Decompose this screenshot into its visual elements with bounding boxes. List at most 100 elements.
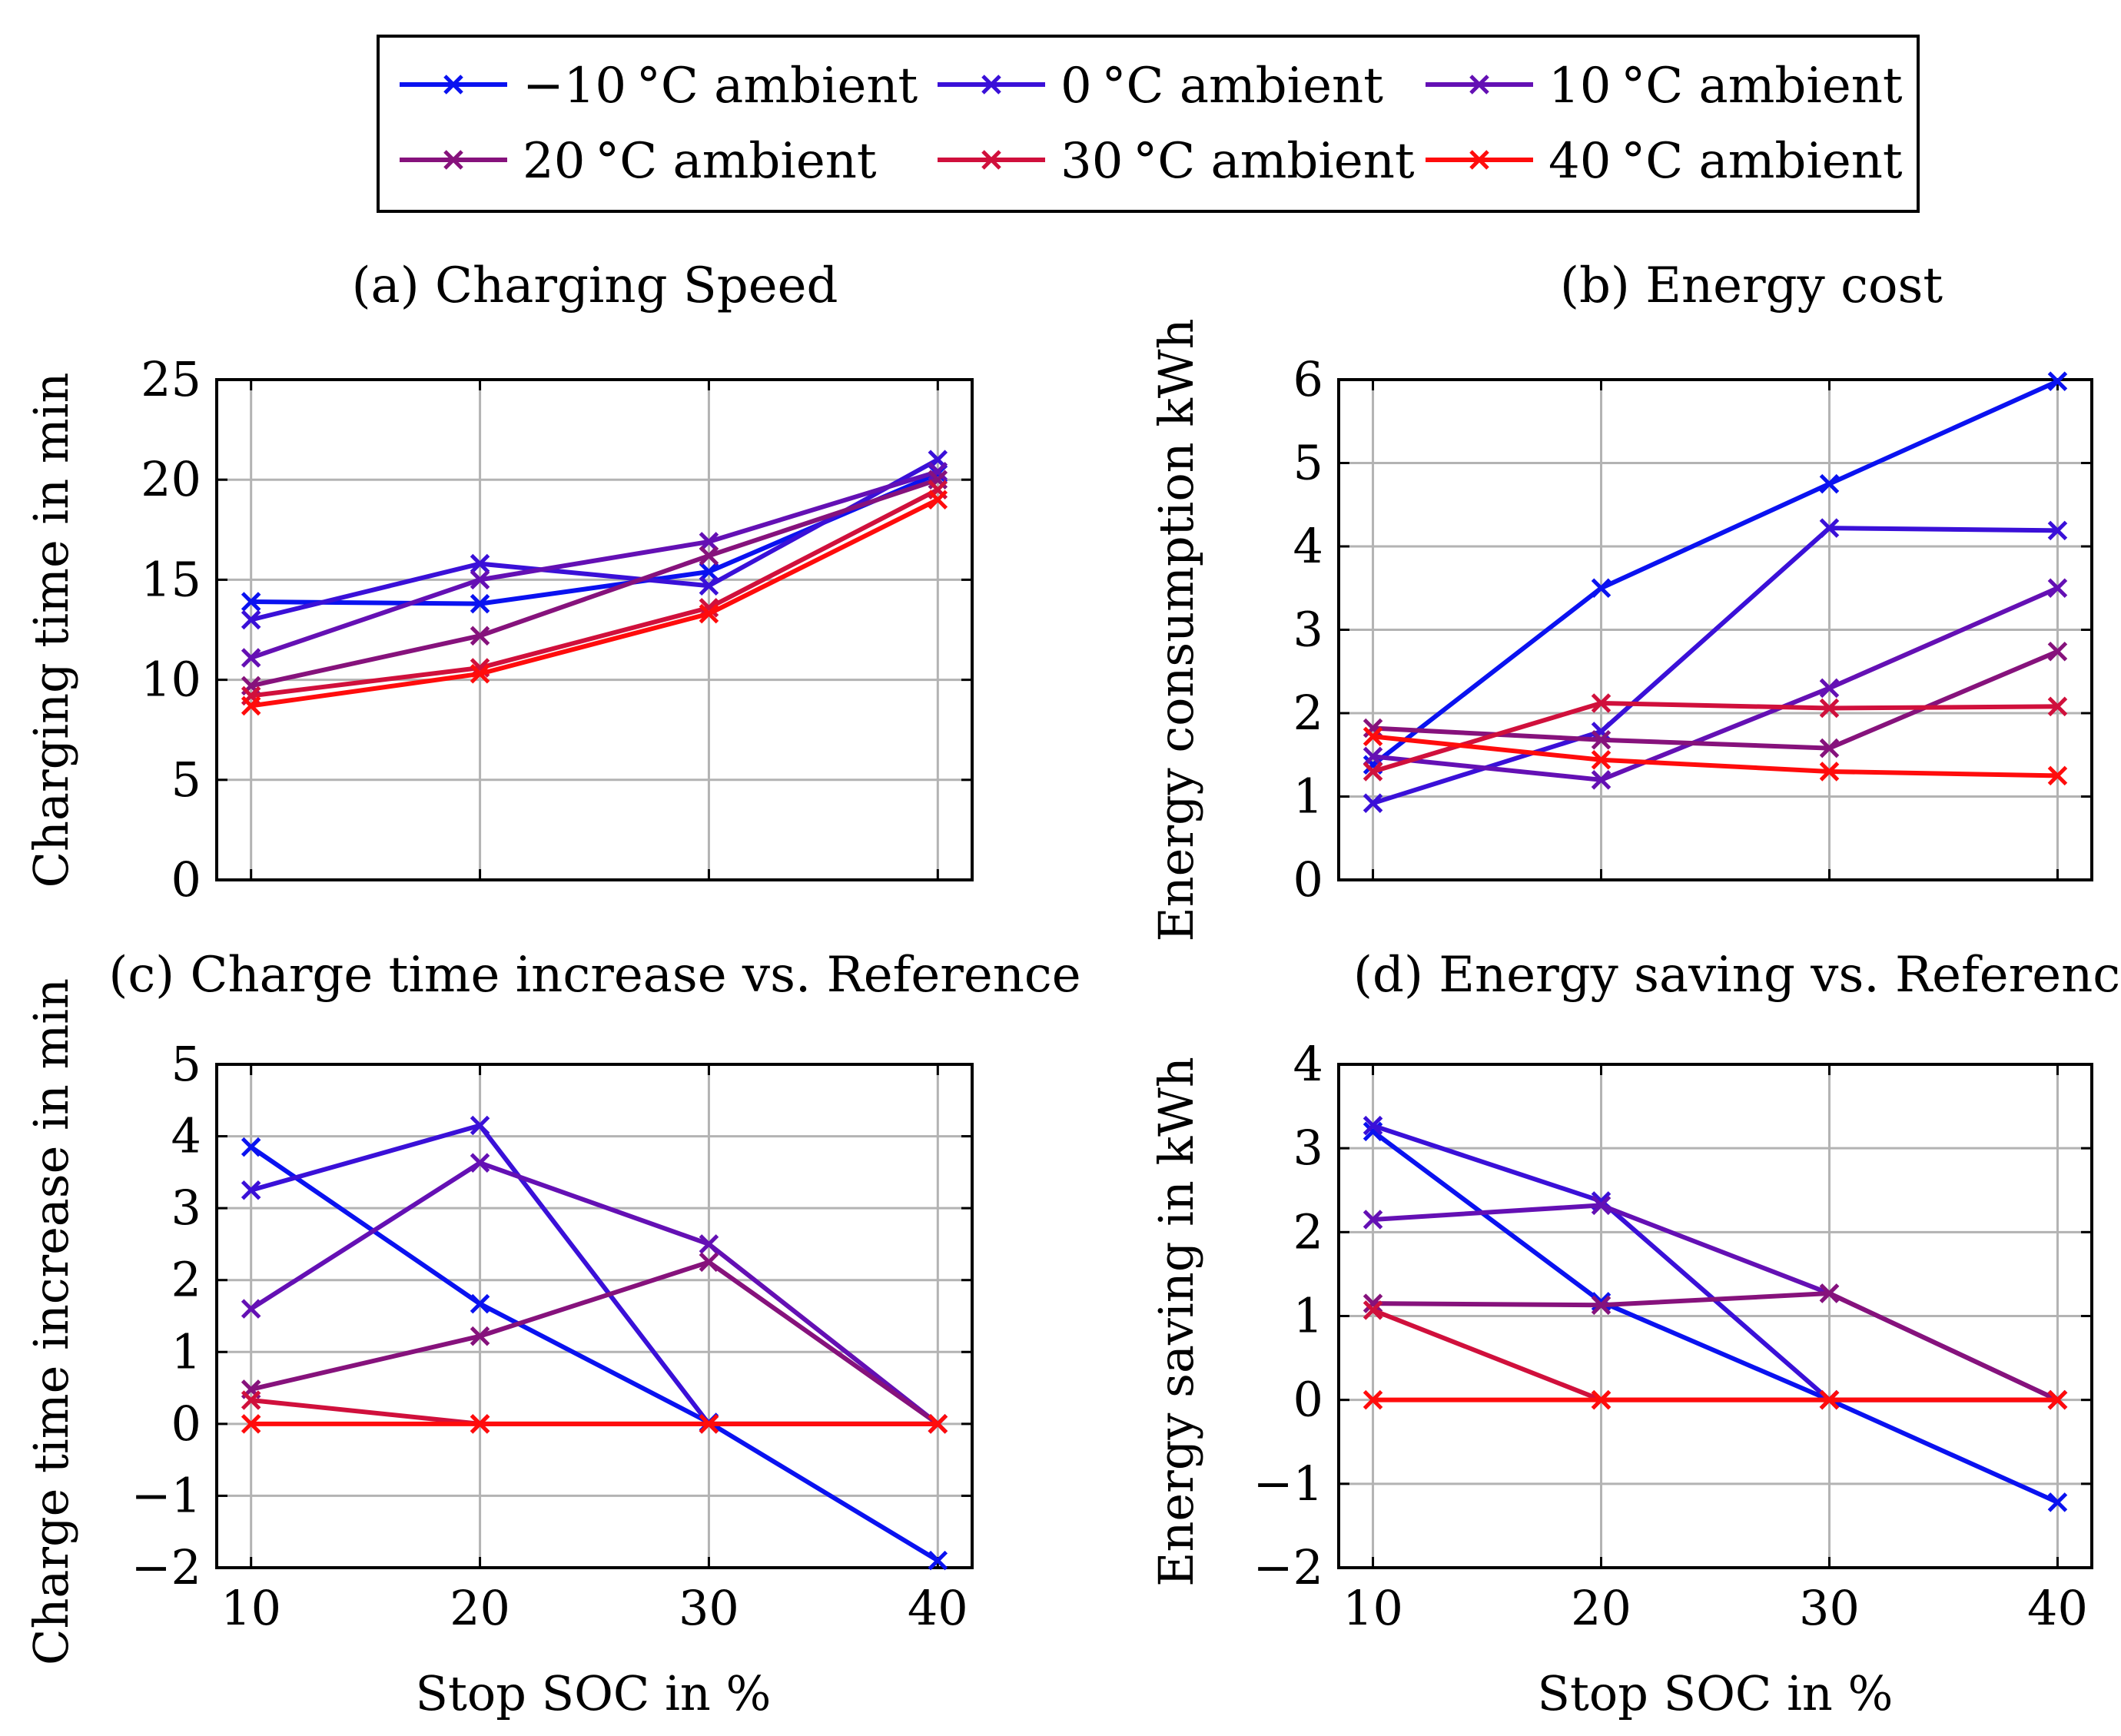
series-line: [1373, 1291, 2059, 1402]
y-tick-label: 3: [171, 1180, 201, 1236]
series-5: [241, 490, 948, 716]
data-point: [1819, 762, 1840, 782]
y-tick-label: 1: [1293, 1288, 1323, 1344]
marker-stroke: [1363, 726, 1383, 747]
data-point: [1819, 738, 1840, 758]
y-tick-label: −1: [1253, 1456, 1323, 1512]
marker-stroke: [241, 1390, 261, 1410]
data-point: [470, 1414, 490, 1434]
marker-stroke: [2047, 371, 2068, 391]
series-line: [251, 477, 939, 689]
series-line: [251, 487, 939, 699]
y-tick-label: 10: [141, 652, 201, 708]
series-3: [241, 470, 948, 696]
data-point: [470, 1293, 490, 1314]
legend-label: 20 °C ambient: [523, 133, 877, 190]
legend-entry: 40 °C ambient: [1426, 133, 1903, 190]
marker-stroke: [1591, 729, 1611, 750]
series-4: [1363, 693, 2068, 782]
series-5: [241, 1414, 948, 1434]
series-5: [1363, 726, 2068, 786]
panel-c-plot: −2 −1 0 1 2 3 4 5 10 20 30 40: [131, 1036, 974, 1636]
marker-stroke: [1363, 1300, 1383, 1320]
marker-stroke: [1363, 762, 1383, 782]
panel-title-d: (d) Energy saving vs. Reference: [1353, 947, 2121, 1004]
marker-stroke: [1591, 1195, 1611, 1216]
data-point: [928, 462, 948, 482]
marker-stroke: [981, 75, 1001, 95]
marker-stroke: [241, 609, 261, 630]
marker-stroke: [241, 1137, 261, 1157]
data-point: [241, 1299, 261, 1319]
marker-stroke: [1591, 1292, 1611, 1312]
ylabel-a: Charging time in min: [23, 373, 79, 888]
data-point: [699, 1414, 719, 1434]
data-point: [241, 1414, 261, 1434]
data-point: [470, 1153, 490, 1173]
panel-a-plot: 0 5 10 15 20 25: [141, 351, 974, 908]
x-tick-label: 10: [221, 1580, 281, 1636]
data-point: [2047, 641, 2068, 662]
x-tick-label: 20: [1571, 1580, 1631, 1636]
legend-entry: 30 °C ambient: [938, 133, 1415, 190]
marker-stroke: [1819, 473, 1840, 494]
marker-stroke: [928, 1550, 948, 1571]
data-point: [241, 695, 261, 716]
legend-frame: [377, 35, 1920, 213]
legend-label: 10 °C ambient: [1548, 58, 1903, 115]
marker-stroke: [1363, 1115, 1383, 1136]
marker-stroke: [2047, 1492, 2068, 1512]
data-point: [1819, 1283, 1840, 1303]
marker-stroke: [470, 569, 490, 590]
data-point: [241, 609, 261, 630]
series-line: [1372, 1308, 2058, 1402]
series-0: [1363, 1121, 2068, 1512]
series-line: [251, 471, 939, 606]
marker-stroke: [1591, 770, 1611, 790]
marker-stroke: [699, 1234, 719, 1254]
series-line: [250, 457, 939, 622]
marker-stroke: [1591, 693, 1611, 713]
data-point: [699, 603, 719, 624]
y-tick-label: 4: [171, 1108, 201, 1164]
legend-swatch-marker: [981, 150, 1001, 170]
series-1: [1363, 1115, 2068, 1410]
data-point: [1363, 1115, 1383, 1136]
data-point: [2047, 371, 2068, 391]
axes-frame: [215, 378, 974, 881]
marker-stroke: [699, 1252, 719, 1273]
y-tick-label: 1: [1293, 768, 1323, 825]
y-tick-label: 1: [171, 1323, 201, 1379]
data-point: [1819, 518, 1840, 538]
marker-stroke: [241, 1414, 261, 1434]
marker-stroke: [241, 592, 261, 612]
marker-stroke: [2047, 641, 2068, 662]
data-point: [1591, 722, 1611, 742]
data-point: [1363, 726, 1383, 747]
y-tick-label: 20: [141, 451, 201, 507]
data-point: [241, 1180, 261, 1200]
legend-entry: 10 °C ambient: [1426, 58, 1903, 115]
marker-stroke: [470, 1115, 490, 1136]
y-tick-label: 0: [1293, 1372, 1323, 1428]
marker-stroke: [1819, 1389, 1840, 1410]
y-tick-label: 5: [171, 752, 201, 808]
marker-stroke: [928, 1414, 948, 1434]
y-tick-label: 0: [171, 851, 201, 908]
legend: −10 °C ambient 0 °C ambient 10 °C ambien…: [377, 35, 1920, 213]
marker-stroke: [470, 1414, 490, 1434]
marker-stroke: [2047, 578, 2068, 599]
data-point: [2047, 578, 2068, 599]
data-point: [1819, 1389, 1840, 1410]
marker-stroke: [1819, 678, 1840, 699]
x-tick-label: 10: [1343, 1580, 1403, 1636]
data-point: [241, 1390, 261, 1410]
series-line: [1372, 700, 2058, 774]
series-line: [1373, 586, 2059, 782]
series-line: [251, 1397, 938, 1426]
series-2: [241, 462, 948, 668]
data-point: [699, 1252, 719, 1273]
data-point: [1591, 1292, 1611, 1312]
data-point: [1819, 473, 1840, 494]
y-tick-label: 6: [1293, 351, 1323, 407]
